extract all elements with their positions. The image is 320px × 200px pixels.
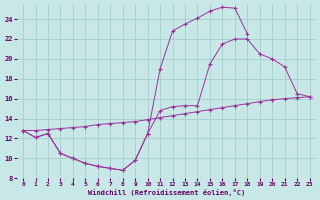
- X-axis label: Windchill (Refroidissement éolien,°C): Windchill (Refroidissement éolien,°C): [88, 189, 245, 196]
